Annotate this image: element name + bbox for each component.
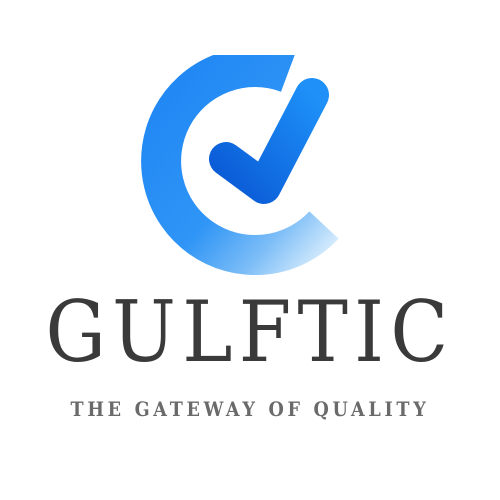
checkmark-shape [226,95,312,187]
brand-tagline: THE GATEWAY OF QUALITY [30,396,470,422]
e-checkmark-logo-icon [140,55,360,275]
brand-name: GULFTIC [25,282,475,382]
